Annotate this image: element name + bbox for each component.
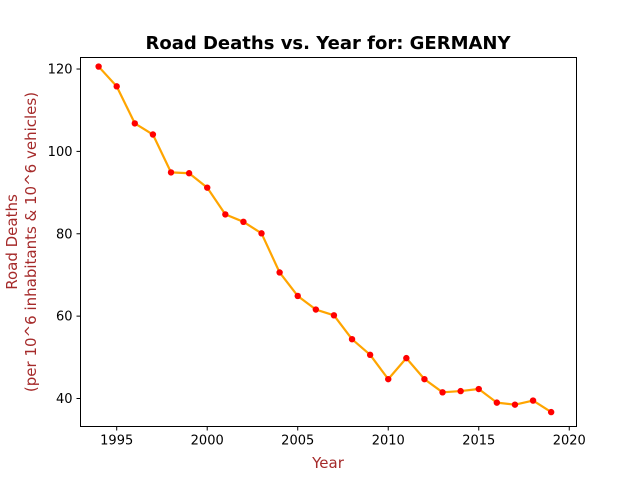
y-tick-label: 60: [56, 310, 73, 325]
data-point: [330, 312, 338, 319]
y-tick-label: 40: [56, 392, 73, 407]
data-point: [348, 335, 356, 343]
data-point: [240, 218, 247, 226]
data-point: [529, 397, 537, 404]
data-point: [113, 83, 120, 90]
data-point: [493, 399, 501, 406]
x-axis: 1995 2000 2005 2010 2015 2020: [100, 426, 586, 449]
data-point: [312, 306, 320, 313]
data-point: [222, 211, 229, 218]
y-tick-label: 80: [56, 227, 73, 242]
x-tick-label: 2020: [553, 434, 586, 449]
y-tick-label: 120: [48, 63, 73, 78]
data-point: [276, 269, 283, 276]
data-point: [475, 385, 482, 393]
y-tick-label: 100: [48, 145, 73, 160]
data-point: [185, 170, 193, 177]
chart-title: Road Deaths vs. Year for: GERMANY: [145, 33, 511, 54]
y-axis-label-line1: Road Deaths: [3, 194, 21, 290]
x-tick-label: 2000: [191, 434, 224, 449]
data-point: [204, 184, 211, 191]
data-point: [385, 375, 392, 383]
data-point: [294, 292, 301, 300]
x-tick-label: 2005: [281, 434, 314, 449]
data-series: [95, 63, 555, 416]
x-tick-label: 1995: [100, 434, 133, 449]
data-point: [403, 354, 410, 362]
y-axis-label-line2: (per 10^6 inhabitants & 10^6 vehicles): [22, 92, 40, 392]
data-point: [95, 63, 102, 70]
series-line: [97, 65, 552, 414]
x-tick-label: 2010: [372, 434, 405, 449]
data-point: [511, 401, 519, 408]
data-point: [167, 169, 175, 176]
data-point: [149, 131, 157, 138]
data-point: [439, 389, 446, 396]
data-point: [131, 120, 139, 127]
data-point: [457, 387, 464, 395]
data-point: [366, 351, 374, 359]
data-point: [421, 375, 428, 383]
y-axis: 40 60 80 100 120: [48, 63, 81, 407]
x-axis-label: Year: [311, 454, 345, 472]
plot-area-frame: [80, 57, 577, 427]
data-point: [258, 230, 265, 237]
data-point: [547, 408, 555, 416]
x-tick-label: 2015: [462, 434, 495, 449]
